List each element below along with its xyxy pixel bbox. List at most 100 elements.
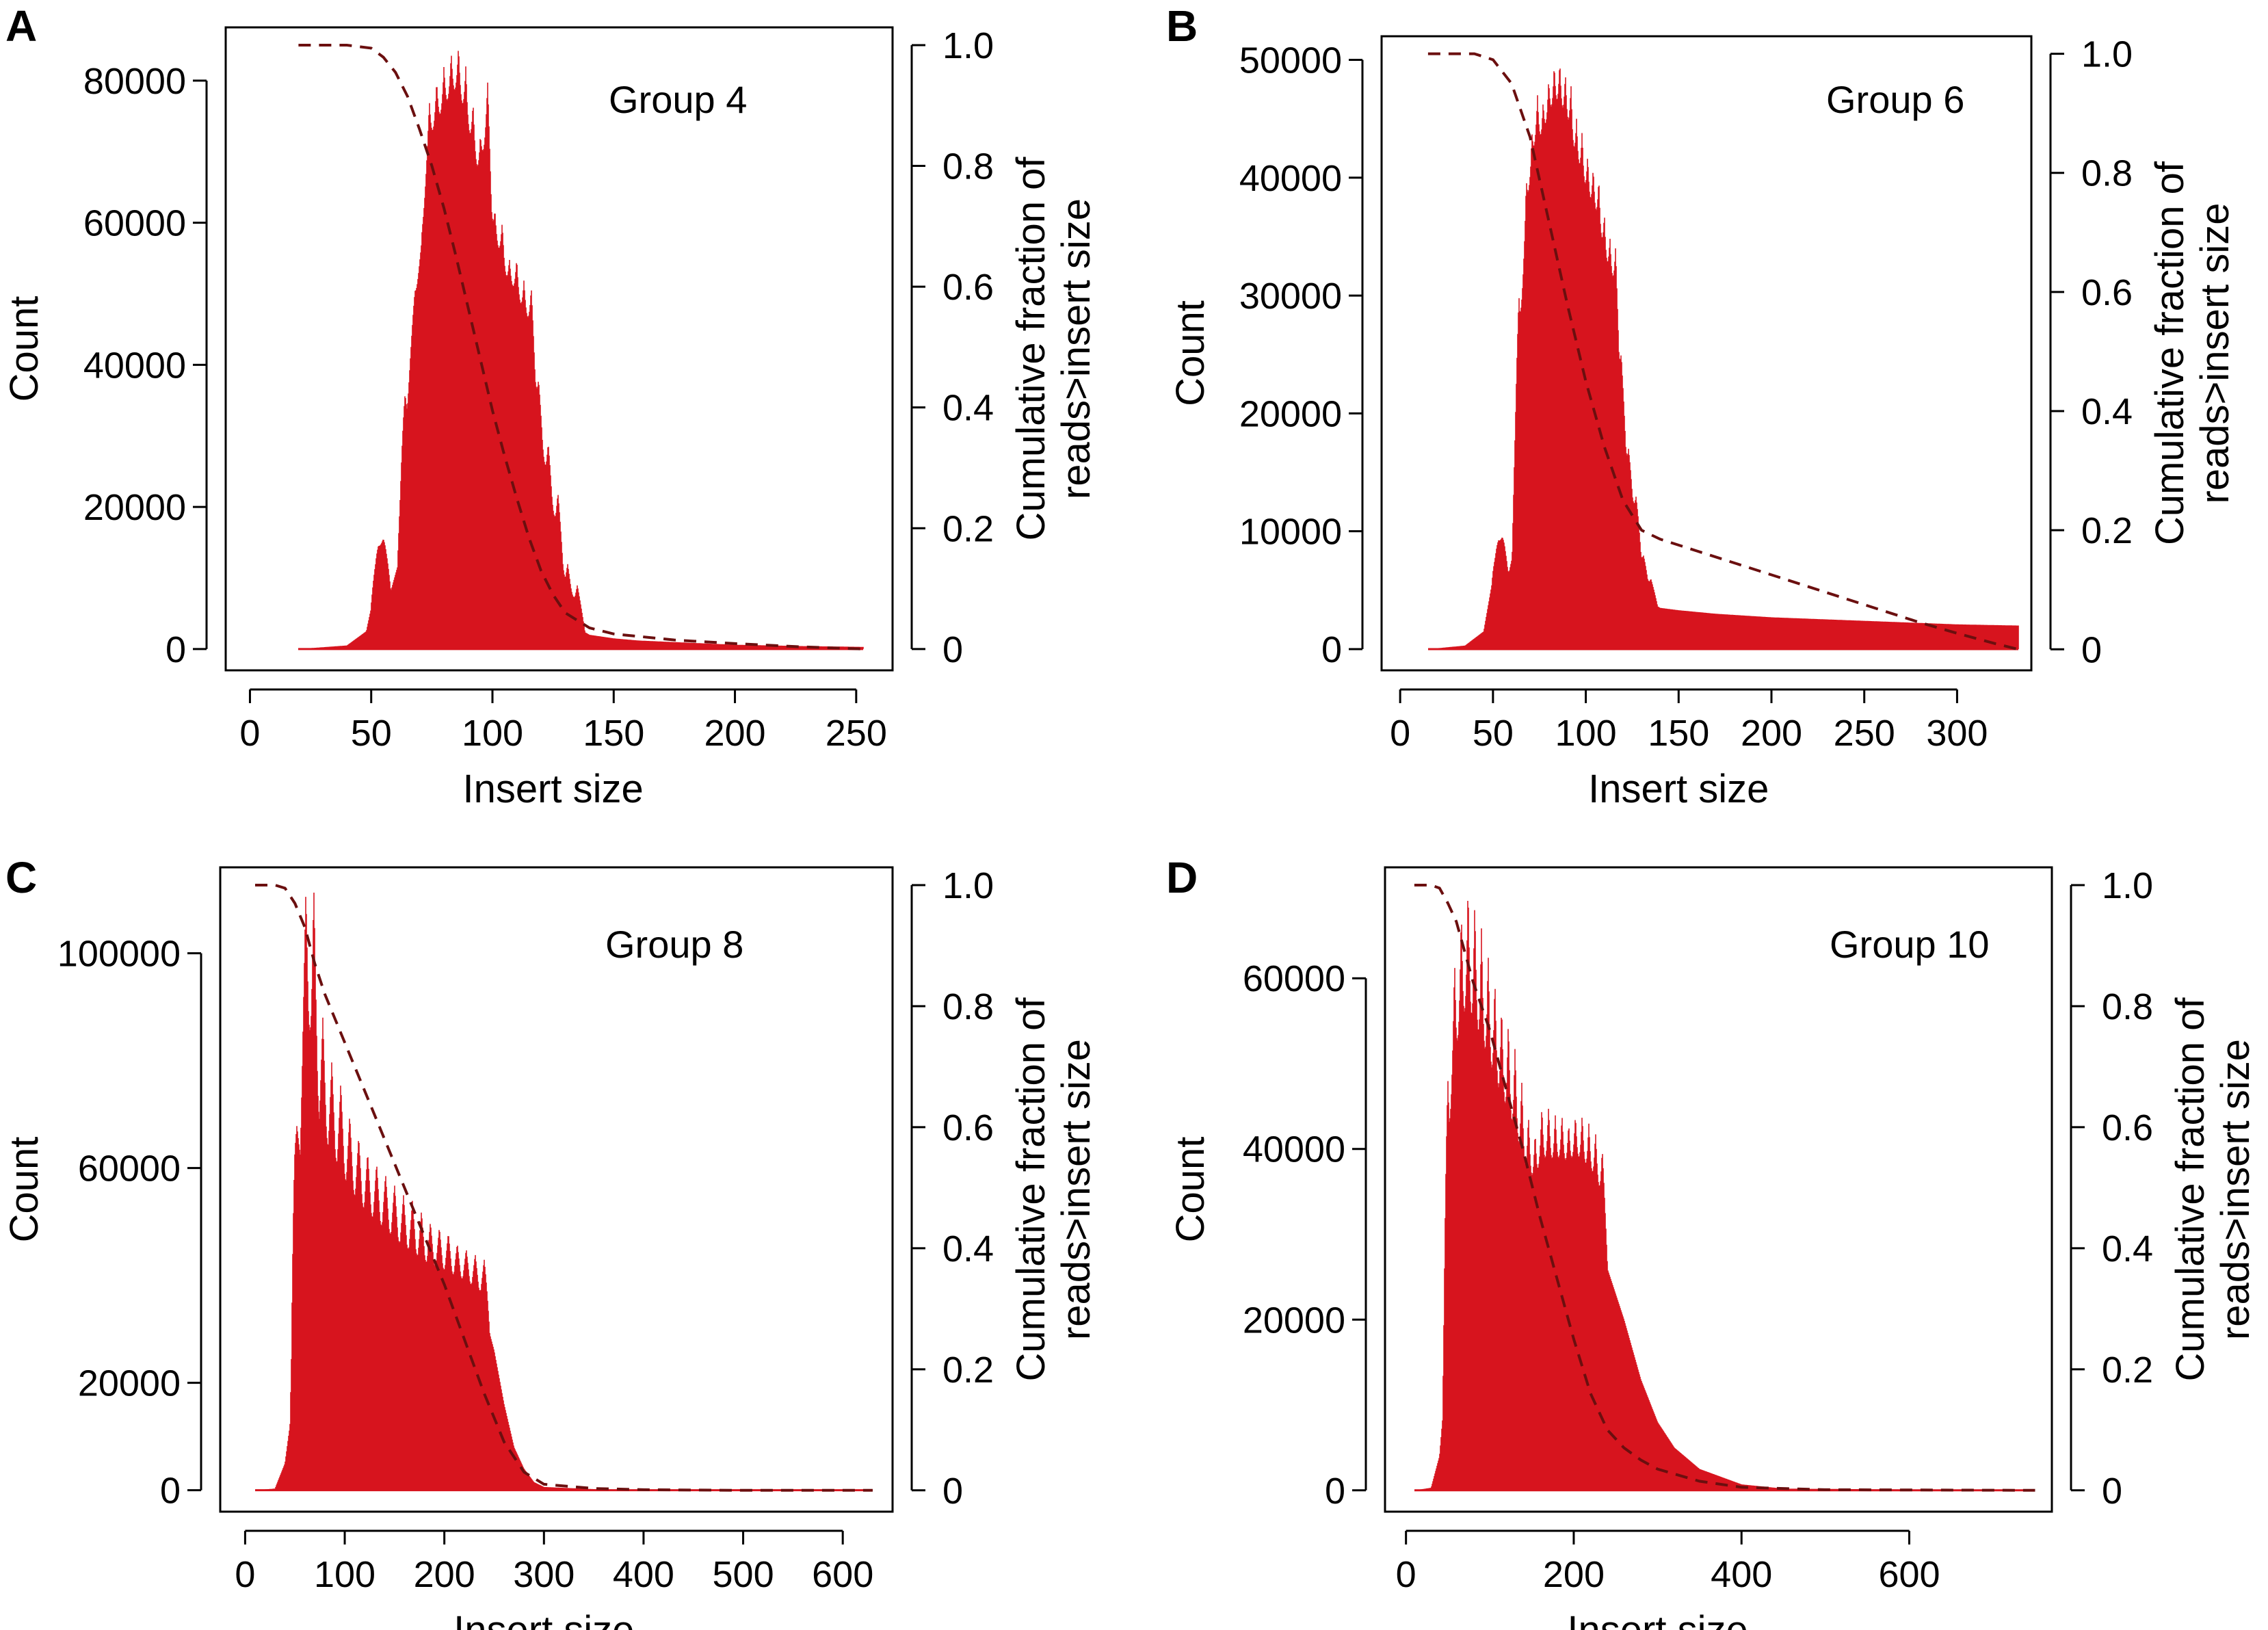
y2-axis-title-line1: Cumulative fraction of [1009, 997, 1053, 1382]
y2-tick-label: 0 [942, 629, 963, 670]
y2-axis-title-line2: reads>insert size [2213, 1039, 2258, 1340]
panel-a: A 0 50 100 150 200 250 Insert size 0 20000 40000 60… [2, 1, 1098, 811]
x-tick-label: 100 [314, 1554, 375, 1595]
y-tick-label: 40000 [83, 345, 186, 386]
y2-tick-label: 0 [942, 1471, 963, 1512]
y2-tick-label: 1.0 [2102, 865, 2153, 906]
cumulative-curve [255, 884, 873, 1492]
y-tick-label: 30000 [1239, 276, 1342, 317]
x-tick-label: 600 [1878, 1554, 1940, 1595]
y2-axis-title: Cumulative fraction of reads>insert size [1009, 157, 1098, 541]
y-tick-label: 50000 [1239, 40, 1342, 81]
x-tick-label: 400 [1711, 1554, 1772, 1595]
y2-tick-label: 0.6 [942, 1107, 994, 1148]
y2-tick-label: 0.4 [942, 388, 994, 429]
histogram [1414, 901, 2035, 1492]
x-axis-title: Insert size [453, 1608, 634, 1630]
x-axis-title: Insert size [1588, 767, 1769, 811]
x-tick-label: 0 [1390, 713, 1410, 754]
y2-tick-label: 1.0 [942, 25, 994, 66]
y2-axis-title: Cumulative fraction of reads>insert size [2148, 161, 2237, 545]
y-tick-label: 0 [166, 629, 186, 670]
y2-tick-label: 0 [2081, 629, 2102, 670]
histogram-bars [1414, 901, 2029, 1490]
panel-b: B 0 50 100 150 200 250 300 Insert size 0 10000 2000… [1166, 1, 2237, 811]
y2-tick-label: 0.6 [942, 267, 994, 308]
x-tick-label: 150 [1648, 713, 1709, 754]
panel-letter: D [1166, 853, 1198, 902]
x-tick-label: 0 [239, 713, 260, 754]
y-tick-label: 80000 [83, 61, 186, 102]
plot-frame [224, 26, 894, 672]
cumulative-curve [298, 44, 864, 650]
panel-letter: C [5, 853, 37, 902]
y-tick-label: 60000 [83, 203, 186, 244]
x-tick-label: 50 [351, 713, 392, 754]
y-axis-title: Count [1168, 1137, 1213, 1243]
panel-letter: A [5, 1, 37, 51]
y2-axis-title-line2: reads>insert size [1054, 198, 1098, 499]
y-tick-label: 60000 [1243, 958, 1345, 999]
x-tick-label: 400 [613, 1554, 674, 1595]
group-label: Group 4 [609, 78, 747, 121]
x-tick-label: 50 [1473, 713, 1514, 754]
y2-tick-label: 0.4 [942, 1228, 994, 1270]
y-axis-title: Count [2, 296, 47, 402]
y2-axis-title-line1: Cumulative fraction of [1009, 157, 1053, 541]
y2-tick-label: 0.2 [2102, 1350, 2153, 1391]
y2-axis-title: Cumulative fraction of reads>insert size [2168, 997, 2258, 1382]
y2-tick-label: 0.2 [942, 508, 994, 549]
y-tick-label: 20000 [83, 487, 186, 528]
group-label: Group 10 [1830, 923, 1990, 966]
histogram-bars [299, 51, 864, 649]
y2-tick-label: 1.0 [2081, 34, 2133, 75]
group-label: Group 6 [1826, 78, 1964, 121]
y2-tick-label: 0.2 [2081, 510, 2133, 551]
x-tick-label: 200 [1543, 1554, 1605, 1595]
x-axis-title: Insert size [462, 767, 643, 811]
y-axis-title: Count [1168, 300, 1213, 406]
x-tick-label: 300 [513, 1554, 575, 1595]
y2-axis-title-line2: reads>insert size [1054, 1039, 1098, 1340]
cumulative-curve [1427, 52, 2019, 651]
histogram [1428, 68, 2019, 650]
group-label: Group 8 [605, 923, 743, 966]
y-tick-label: 0 [160, 1471, 181, 1512]
x-tick-label: 100 [462, 713, 523, 754]
panel-letter: B [1166, 1, 1198, 51]
histogram [255, 893, 873, 1492]
x-tick-label: 0 [235, 1554, 255, 1595]
x-axis-title: Insert size [1567, 1608, 1748, 1630]
y-tick-label: 100000 [57, 934, 181, 975]
x-tick-label: 200 [704, 713, 765, 754]
y2-tick-label: 0.8 [2081, 153, 2133, 194]
y2-tick-label: 0.4 [2102, 1228, 2153, 1270]
histogram-bars [1428, 68, 2019, 649]
x-tick-label: 200 [414, 1554, 475, 1595]
panel-c: C 0 100 200 300 400 500 600 Insert size 0 20000 600… [2, 853, 1098, 1630]
panel-d: D 0 200 400 600 Insert size 0 20000 40000 60000 Co… [1166, 853, 2258, 1630]
y2-axis-title-line2: reads>insert size [2193, 202, 2237, 503]
y2-axis-title-line1: Cumulative fraction of [2148, 161, 2192, 545]
y-tick-label: 10000 [1239, 512, 1342, 553]
y2-axis-title-line1: Cumulative fraction of [2168, 997, 2213, 1382]
y-tick-label: 40000 [1239, 158, 1342, 199]
plot-frame [1380, 35, 2033, 672]
y-tick-label: 40000 [1243, 1129, 1345, 1170]
plot-frame [219, 866, 894, 1513]
cumulative-curve [1414, 884, 2035, 1492]
y2-tick-label: 0.4 [2081, 391, 2133, 432]
y-tick-label: 60000 [78, 1148, 181, 1189]
y2-tick-label: 1.0 [942, 865, 994, 906]
y-tick-label: 0 [1325, 1471, 1345, 1512]
y-tick-label: 0 [1321, 629, 1342, 670]
x-tick-label: 250 [826, 713, 887, 754]
x-tick-label: 200 [1741, 713, 1802, 754]
y2-tick-label: 0.6 [2081, 272, 2133, 313]
y2-tick-label: 0.8 [2102, 986, 2153, 1027]
y-tick-label: 20000 [78, 1363, 181, 1404]
y2-axis-title: Cumulative fraction of reads>insert size [1009, 997, 1098, 1382]
x-tick-label: 600 [812, 1554, 873, 1595]
plot-frame [1384, 866, 2053, 1513]
